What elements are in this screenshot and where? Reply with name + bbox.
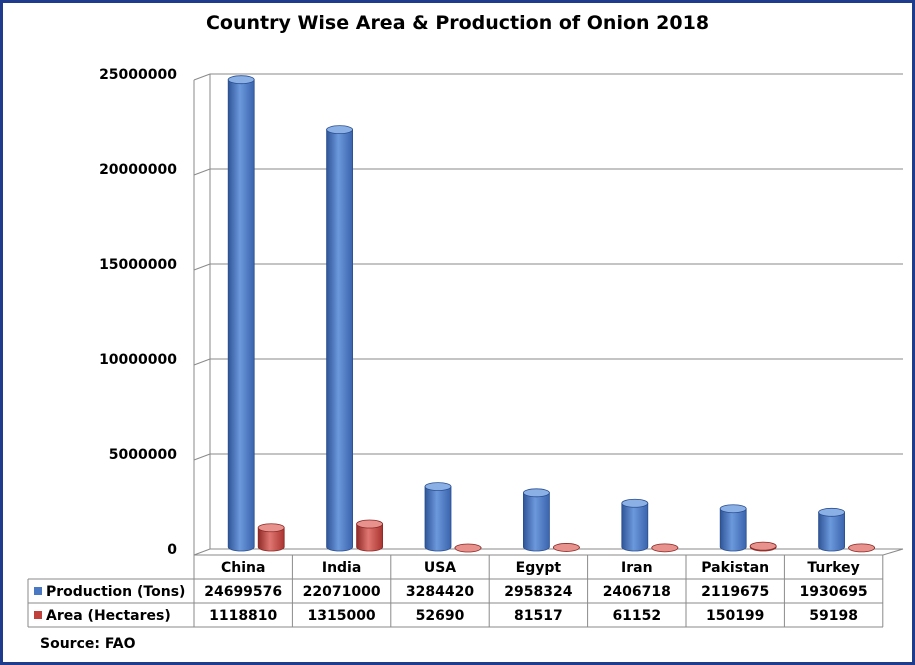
bar-top [719,504,747,514]
gridline-diag [193,358,211,366]
bar-top [454,543,482,553]
bar-body [818,511,845,552]
x-tick-label: Iran [621,560,653,576]
gridline-diag [193,263,211,271]
bar-body [621,502,649,552]
data-label: 52690 [416,608,465,624]
bar-egypt-production [523,488,550,552]
data-label: 3284420 [406,584,474,600]
chart-title: Country Wise Area & Production of Onion … [205,12,710,34]
bar-body [326,129,353,552]
data-label: 59198 [809,608,858,624]
bar-top [356,519,384,529]
bar-body [356,523,383,552]
bar-body [257,527,285,552]
bar-top [621,498,649,508]
bar-body [424,486,452,552]
bar-india-production [326,125,354,552]
gridline-diag [193,548,211,556]
bar-top [257,523,285,533]
data-label: 2119675 [701,584,769,600]
bar-iran-production [621,498,649,552]
data-label: 24699576 [204,584,282,600]
bar-layer [227,75,875,553]
bar-turkey-area [848,543,875,553]
source-note: Source: FAO [40,636,136,652]
x-tick-label: Turkey [807,560,859,576]
data-label: 150199 [706,608,764,624]
bar-top [523,488,550,498]
bar-pakistan-area [749,541,777,552]
data-label: 1315000 [307,608,375,624]
legend-swatch [34,611,42,619]
bar-pakistan-production [719,504,747,552]
bar-body [227,79,255,552]
bar-usa-production [424,482,452,552]
data-label: 61152 [612,608,661,624]
bar-turkey-production [818,507,845,552]
bar-top [227,75,255,85]
bar-top [848,543,875,553]
bar-body [719,508,747,552]
x-tick-label: India [322,560,361,576]
bar-egypt-area [553,543,580,552]
data-label: 2406718 [603,584,671,600]
gridline-diag [193,168,211,176]
bar-top [326,125,354,135]
gridline-diag [193,453,211,461]
bar-india-area [356,519,384,552]
bar-top [553,543,580,552]
legend-swatch [34,587,42,595]
y-tick-label: 20000000 [99,162,177,178]
x-axis-diag [882,548,904,556]
y-tick-label: 10000000 [99,352,177,368]
x-tick-label: USA [424,560,456,576]
legend-label: Production (Tons) [46,584,185,600]
data-label: 22071000 [303,584,381,600]
y-tick-label: 15000000 [99,257,177,273]
data-label: 1930695 [799,584,867,600]
bar-top [651,543,679,553]
data-label: 1118810 [209,608,277,624]
data-label: 2958324 [504,584,572,600]
bar-iran-area [651,543,679,553]
x-tick-label: China [221,560,265,576]
bar-usa-area [454,543,482,553]
data-table: China India USA Egypt Iran Pakistan Turkey Prod… [27,554,884,628]
bar-top [749,541,777,551]
bar-china-area [257,523,285,552]
bar-china-production [227,75,255,552]
y-tick-label: 5000000 [109,447,177,463]
bar-body [523,492,550,552]
gridline-diag [193,73,211,81]
x-tick-label: Egypt [516,560,562,576]
legend-label: Area (Hectares) [46,608,171,624]
x-tick-label: Pakistan [701,560,769,576]
data-label: 81517 [514,608,563,624]
y-tick-label: 25000000 [99,67,177,83]
bar-top [818,507,845,517]
grid-layer [193,73,903,556]
y-tick-label: 0 [167,542,177,558]
axis-layer: 0 5000000 10000000 15000000 20000000 25000000 [99,67,904,558]
bar-top [424,482,452,491]
